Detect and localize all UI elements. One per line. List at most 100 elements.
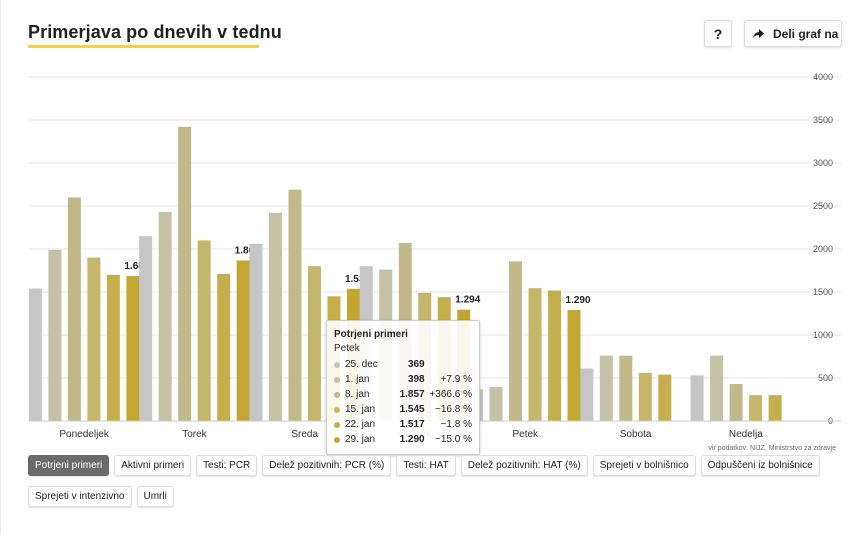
tooltip-date: 25. dec [345,359,378,370]
tooltip-change: −16.8 % [435,404,473,415]
tooltip-date: 22. jan [345,419,376,430]
bar [217,273,231,421]
series-dot-icon [334,361,340,368]
y-tick-label: 2000 [813,244,833,254]
bar [158,212,172,421]
y-tick-label: 500 [818,373,833,383]
tooltip-title: Potrjeni primeri [334,329,408,340]
tooltip-change: +366.6 % [429,389,473,400]
bar [580,368,594,421]
bar [106,274,120,421]
y-tick-label: 1500 [813,287,833,297]
bar [139,236,153,421]
bar [87,257,101,421]
metric-tab[interactable]: Odpuščeni iz bolnišnice [700,455,820,476]
metric-tab[interactable]: Testi: HAT [396,455,456,476]
tooltip-value: 1.857 [399,389,425,400]
series-dot-icon [334,406,340,413]
tooltip-value: 1.545 [399,404,425,415]
data-source: vir podatkov: NIJZ, Ministrstvo za zdrav… [708,445,836,452]
bar [729,384,743,421]
bar [197,240,211,421]
tooltip-change: +7.9 % [440,374,473,385]
metric-tab[interactable]: Sprejeti v bolnišnico [592,455,696,476]
bar [768,395,782,421]
tooltip-rows: 25. dec 369 1. jan 398 +7.9 % 8. jan 1.857 +366… [334,357,472,447]
tooltip-value: 1.290 [399,434,425,445]
data-label: 1.290 [566,295,591,306]
bar [288,189,302,421]
bar [236,260,250,421]
data-label: 1.537 [345,274,370,285]
metric-tab[interactable]: Sprejeti v intenzivno [28,486,132,507]
y-tick-label: 3500 [813,115,833,125]
metric-tab[interactable]: Testi: PCR [196,455,258,476]
series-dot-icon [334,436,340,443]
bar [599,355,613,421]
tooltip-change: −1.8 % [440,419,473,430]
bar [489,386,503,421]
tooltip-row: 25. dec 369 [334,357,472,372]
series-dot-icon [334,376,340,383]
x-tick-label: Sreda [291,429,318,440]
tooltip-change: −15.0 % [435,434,473,445]
tooltip-category: Petek [334,343,360,354]
data-label: 1.867 [235,245,260,256]
x-tick-label: Petek [512,429,539,440]
tooltip-row: 1. jan 398 +7.9 % [334,372,472,387]
metric-tab[interactable]: Delež pozitivnih: HAT (%) [460,455,588,476]
metric-tab[interactable]: Delež pozitivnih: PCR (%) [262,455,392,476]
y-tick-label: 3000 [813,158,833,168]
tooltip-row: 8. jan 1.857 +366.6 % [334,387,472,402]
chart-tooltip: Potrjeni primeri Petek 25. dec 369 1. jan 3… [326,320,480,455]
metric-tab[interactable]: Potrjeni primeri [28,455,110,476]
bar [619,355,633,421]
bar [48,249,62,421]
y-tick-label: 4000 [813,72,833,82]
metric-tab[interactable]: Aktivni primeri [114,455,192,476]
data-label: 1.685 [124,261,149,272]
bar [567,310,581,421]
bar [28,288,42,421]
series-dot-icon [334,391,340,398]
tooltip-date: 15. jan [345,404,376,415]
metric-tabs: Potrjeni primeri Aktivni primeri Testi: PC… [28,455,828,507]
x-tick-label: Sobota [620,429,652,440]
tooltip-date: 1. jan [345,374,370,385]
tooltip-value: 398 [407,374,425,385]
x-tick-label: Ponedeljek [59,429,109,440]
bar [268,212,282,421]
share-button[interactable]: Deli graf na [744,20,842,47]
share-icon [753,28,764,39]
page-title: Primerjava po dnevih v tednu [28,22,282,42]
title-block: Primerjava po dnevih v tednu [28,22,282,48]
tooltip-row: 29. jan 1.290 −15.0 % [334,432,472,447]
tooltip-date: 8. jan [345,389,370,400]
tooltip-row: 22. jan 1.517 −1.8 % [334,417,472,432]
bar [749,395,763,421]
x-tick-label: Torek [182,429,207,440]
bar [509,261,523,421]
tooltip-value: 369 [407,359,425,370]
data-label: 1.294 [455,295,480,306]
bar [638,372,652,421]
x-tick-label: Nedelja [729,429,763,440]
tooltip-value: 1.517 [399,419,425,430]
bar [710,355,724,421]
bar [528,288,542,421]
bar [178,126,192,421]
title-underline [28,45,259,48]
y-tick-label: 2500 [813,201,833,211]
bar [67,197,81,421]
share-label: Deli graf na [773,26,839,41]
bar [126,276,140,421]
metric-tab[interactable]: Umrli [136,486,174,507]
bar [658,374,672,421]
tooltip-date: 29. jan [345,434,376,445]
bar [249,243,263,421]
help-button[interactable]: ? [704,20,732,47]
bar [307,266,321,421]
bar [690,375,704,421]
bar [548,290,562,421]
